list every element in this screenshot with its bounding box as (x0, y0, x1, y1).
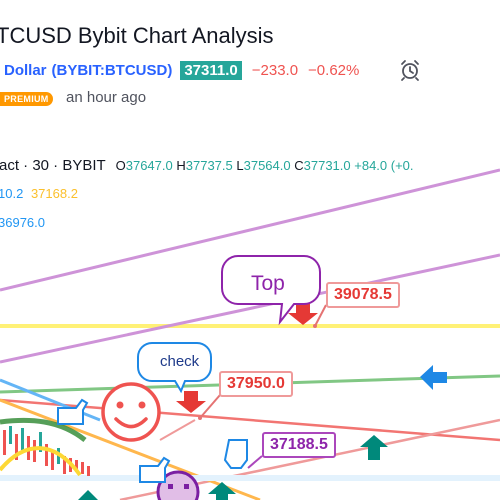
symbol-row: Dollar (BYBIT:BTCUSD) 37311.0 −233.0 −0.… (4, 58, 359, 82)
published-time: an hour ago (66, 89, 147, 106)
delta-value: +84.0 (+0. (354, 158, 414, 173)
open-value: 37647.0 (125, 158, 173, 173)
close-value: 37731.0 (303, 158, 351, 173)
trendline-purple-middle (0, 253, 500, 364)
candle (21, 428, 24, 450)
price-badge: 37311.0 (180, 60, 242, 80)
candle (39, 432, 42, 452)
speech-bubble-check (137, 342, 212, 394)
pointing-hand-icon (223, 439, 248, 469)
trendline-orange (0, 398, 261, 500)
bubble-text-top: Top (251, 272, 285, 295)
symbol-name[interactable]: Dollar (4, 61, 47, 79)
arrow-up-icon (78, 490, 98, 500)
bubble-text-check: check (160, 353, 200, 370)
candle (3, 430, 6, 455)
chart-idea-title: TCUSD Bybit Chart Analysis (0, 23, 274, 48)
candle (87, 466, 90, 476)
price-label-top[interactable]: 39078.5 (326, 282, 400, 308)
moving-average-yellow (0, 446, 82, 477)
price-label-low[interactable]: 37188.5 (262, 432, 336, 458)
indicator-legend-2: 36976.0 (0, 215, 45, 230)
indicator-legend: 10.2 37168.2 (0, 186, 78, 201)
moving-average-green (0, 417, 87, 442)
arrow-down-icon (288, 303, 318, 325)
symbol-ticker[interactable]: (BYBIT:BTCUSD) (51, 61, 173, 79)
indicator-value-blue: 10.2 (0, 186, 24, 201)
contract-label: ract · 30 · BYBIT (0, 157, 106, 174)
low-value: 37564.0 (243, 158, 291, 173)
price-label-mid[interactable]: 37950.0 (219, 371, 293, 397)
arrow-up-icon (360, 435, 388, 460)
price-change: −233.0 (251, 61, 299, 79)
ohlc-legend: ract · 30 · BYBIT O37647.0 H37737.5 L375… (0, 157, 414, 174)
pointing-hand-icon (57, 398, 89, 425)
candle (45, 444, 48, 466)
speech-bubble-top (221, 255, 321, 326)
arrow-left-icon (420, 365, 447, 390)
price-chart[interactable] (0, 150, 500, 500)
price-change-percent: −0.62% (308, 61, 360, 79)
premium-badge: PREMIUM (0, 92, 53, 106)
candle (33, 440, 36, 462)
candle (51, 450, 54, 470)
candle (9, 426, 12, 444)
pointing-hand-icon (139, 456, 171, 483)
indicator-value: 36976.0 (0, 215, 45, 230)
candle (63, 456, 66, 474)
purple-face-emoji (156, 470, 200, 500)
high-value: 37737.5 (185, 158, 233, 173)
candle (15, 434, 18, 460)
alarm-clock-icon[interactable] (398, 58, 422, 82)
candle (75, 460, 78, 472)
indicator-value-yellow: 37168.2 (30, 186, 78, 201)
smiley-face-emoji (101, 382, 161, 442)
arrow-down-icon (176, 391, 206, 413)
trendline-purple-upper (0, 168, 500, 292)
arrow-up-icon (208, 482, 236, 500)
candle (81, 462, 84, 474)
